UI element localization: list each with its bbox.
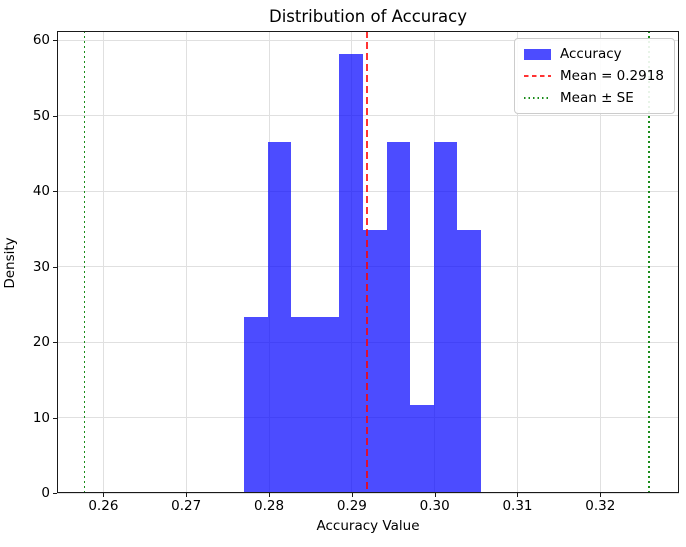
histogram-bar (291, 317, 316, 493)
y-tick-label: 30 (32, 258, 50, 275)
legend: Accuracy Mean = 0.2918 Mean ± SE (514, 38, 675, 114)
legend-item: Accuracy (524, 45, 664, 63)
x-gridline (516, 31, 518, 493)
x-gridline (599, 31, 601, 493)
legend-dotted-line-icon (524, 97, 551, 99)
y-tick-mark (53, 266, 57, 268)
y-tick-mark (53, 191, 57, 193)
histogram-bar (409, 405, 434, 493)
y-tick-mark (53, 417, 57, 419)
x-tick-label: 0.29 (336, 498, 367, 514)
x-axis-label: Accuracy Value (316, 518, 420, 534)
x-gridline (102, 31, 104, 493)
x-tick-label: 0.26 (88, 498, 119, 514)
mean-line (365, 31, 368, 493)
histogram-bar (268, 141, 292, 493)
y-gridline (57, 115, 679, 117)
x-tick-mark (269, 493, 271, 497)
x-tick-label: 0.31 (502, 498, 533, 514)
y-tick-label: 10 (32, 409, 50, 426)
chart-title: Distribution of Accuracy (269, 7, 467, 26)
x-tick-mark (434, 493, 436, 497)
x-tick-mark (517, 493, 519, 497)
y-tick-label: 60 (32, 32, 50, 49)
x-tick-mark (351, 493, 353, 497)
x-gridline (185, 31, 187, 493)
legend-item: Mean = 0.2918 (524, 67, 664, 85)
legend-label: Mean ± SE (560, 90, 634, 106)
y-tick-mark (53, 493, 57, 494)
y-tick-label: 0 (41, 485, 50, 501)
x-tick-label: 0.27 (171, 498, 202, 514)
legend-item: Mean ± SE (524, 89, 664, 107)
legend-label: Accuracy (560, 46, 622, 62)
x-tick-mark (186, 493, 188, 497)
y-tick-label: 40 (32, 183, 50, 200)
x-tick-label: 0.28 (253, 498, 285, 514)
y-gridline (57, 492, 679, 494)
x-tick-label: 0.32 (585, 498, 616, 514)
y-tick-mark (53, 40, 57, 42)
se-upper-line (648, 31, 650, 493)
histogram-bar (315, 317, 339, 493)
y-gridline (57, 190, 679, 192)
y-tick-mark (53, 342, 57, 344)
legend-patch-icon (524, 48, 551, 60)
histogram-bar (457, 229, 482, 493)
legend-dashed-line-icon (524, 75, 551, 77)
x-tick-label: 0.30 (419, 498, 450, 514)
y-tick-label: 50 (32, 107, 50, 124)
y-tick-label: 20 (32, 334, 50, 351)
histogram-bar (433, 141, 458, 493)
histogram-bar (338, 54, 363, 493)
histogram-bar (244, 317, 269, 493)
y-tick-mark (53, 115, 57, 117)
y-gridline (57, 39, 679, 41)
legend-label: Mean = 0.2918 (560, 68, 664, 84)
histogram-bar (386, 141, 410, 493)
x-tick-mark (103, 493, 105, 497)
x-tick-mark (600, 493, 602, 497)
se-lower-line (83, 31, 86, 493)
